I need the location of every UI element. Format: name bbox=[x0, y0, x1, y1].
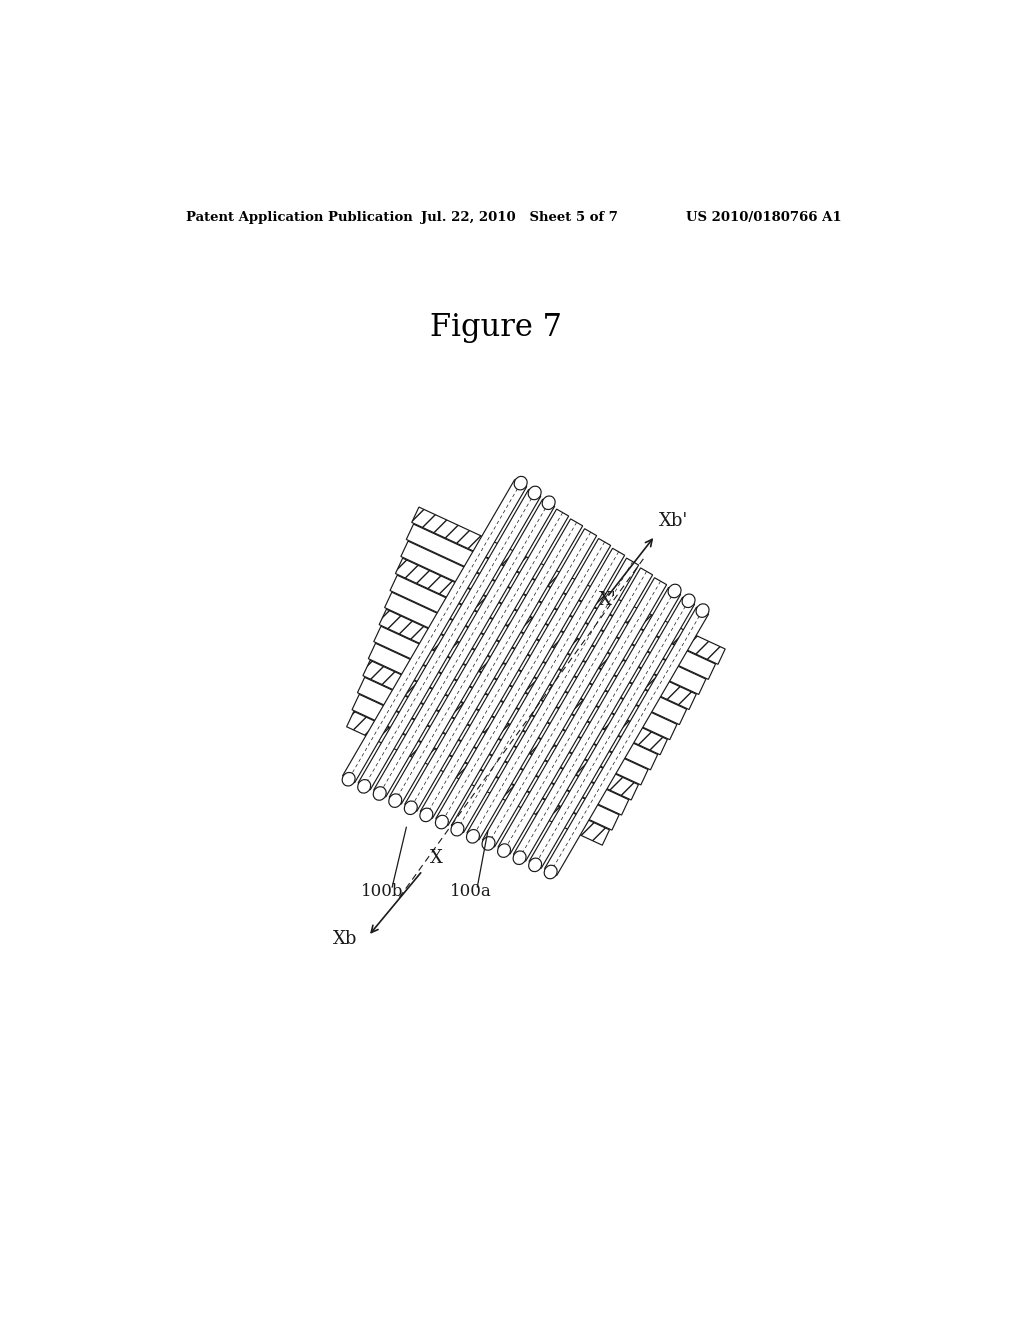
Polygon shape bbox=[346, 711, 609, 845]
Ellipse shape bbox=[542, 496, 555, 510]
Ellipse shape bbox=[482, 837, 495, 850]
Ellipse shape bbox=[451, 822, 464, 836]
Ellipse shape bbox=[668, 585, 681, 598]
Polygon shape bbox=[357, 677, 629, 814]
Polygon shape bbox=[389, 510, 568, 804]
Text: US 2010/0180766 A1: US 2010/0180766 A1 bbox=[686, 211, 842, 224]
Polygon shape bbox=[529, 598, 694, 869]
Text: 100b: 100b bbox=[360, 883, 403, 900]
Polygon shape bbox=[358, 490, 541, 789]
Polygon shape bbox=[343, 479, 526, 783]
Ellipse shape bbox=[342, 772, 355, 785]
Polygon shape bbox=[514, 587, 681, 861]
Polygon shape bbox=[390, 576, 687, 725]
Ellipse shape bbox=[544, 865, 557, 879]
Polygon shape bbox=[379, 610, 668, 755]
Polygon shape bbox=[452, 548, 625, 833]
Polygon shape bbox=[436, 539, 610, 825]
Polygon shape bbox=[545, 607, 709, 875]
Ellipse shape bbox=[696, 603, 709, 618]
Ellipse shape bbox=[682, 594, 695, 607]
Polygon shape bbox=[407, 524, 716, 680]
Polygon shape bbox=[395, 558, 696, 710]
Text: Figure 7: Figure 7 bbox=[430, 313, 562, 343]
Polygon shape bbox=[412, 507, 725, 664]
Ellipse shape bbox=[467, 829, 479, 843]
Ellipse shape bbox=[528, 486, 541, 500]
Text: X': X' bbox=[599, 591, 616, 609]
Ellipse shape bbox=[514, 477, 527, 490]
Text: Xb: Xb bbox=[334, 929, 357, 948]
Ellipse shape bbox=[389, 793, 401, 808]
Ellipse shape bbox=[435, 816, 449, 829]
Text: 100a: 100a bbox=[450, 883, 492, 900]
Polygon shape bbox=[498, 578, 667, 854]
Ellipse shape bbox=[513, 851, 526, 865]
Text: Xb': Xb' bbox=[658, 512, 688, 531]
Ellipse shape bbox=[528, 858, 542, 871]
Polygon shape bbox=[385, 593, 677, 739]
Text: Patent Application Publication: Patent Application Publication bbox=[186, 211, 413, 224]
Polygon shape bbox=[352, 694, 620, 830]
Ellipse shape bbox=[404, 801, 417, 814]
Ellipse shape bbox=[420, 808, 433, 821]
Ellipse shape bbox=[374, 787, 386, 800]
Polygon shape bbox=[374, 626, 657, 770]
Ellipse shape bbox=[498, 843, 511, 858]
Polygon shape bbox=[420, 529, 597, 818]
Polygon shape bbox=[369, 643, 648, 785]
Polygon shape bbox=[400, 541, 706, 694]
Polygon shape bbox=[467, 558, 639, 840]
Polygon shape bbox=[482, 568, 652, 847]
Text: X: X bbox=[430, 849, 443, 867]
Polygon shape bbox=[404, 519, 583, 812]
Polygon shape bbox=[362, 660, 638, 800]
Ellipse shape bbox=[357, 780, 371, 793]
Polygon shape bbox=[374, 499, 555, 797]
Text: Jul. 22, 2010   Sheet 5 of 7: Jul. 22, 2010 Sheet 5 of 7 bbox=[421, 211, 617, 224]
